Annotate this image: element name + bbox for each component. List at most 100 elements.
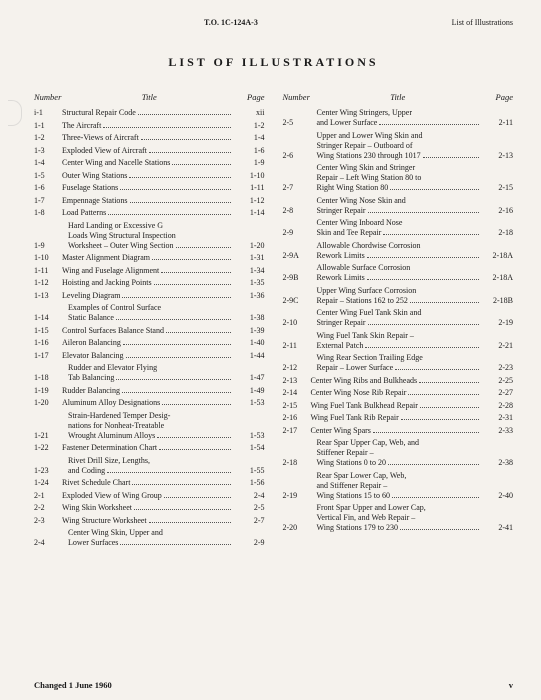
toc-entry: 1-2Three-Views of Aircraft1-4	[34, 133, 265, 143]
toc-entry: 1-20Aluminum Alloy Designations1-53	[34, 398, 265, 408]
entry-number: 1-13	[34, 291, 62, 301]
entry-title: Wing Rear Section Trailing EdgeRepair – …	[311, 353, 482, 373]
toc-entry: 2-3Wing Structure Worksheet2-7	[34, 516, 265, 526]
entry-page: 1-36	[233, 291, 265, 301]
entry-page: 2-38	[481, 458, 513, 468]
header-title: Title	[315, 92, 482, 102]
entry-page: xii	[233, 108, 265, 118]
entry-number: 1-7	[34, 196, 62, 206]
entry-title: Wing Structure Worksheet	[62, 516, 233, 526]
entry-page: 1-44	[233, 351, 265, 361]
entry-title: Upper and Lower Wing Skin andStringer Re…	[311, 131, 482, 161]
entry-page: 1-53	[233, 398, 265, 408]
entry-number: 1-6	[34, 183, 62, 193]
entry-number: 2-5	[283, 118, 311, 128]
toc-entry: 2-13Center Wing Ribs and Bulkheads2-25	[283, 376, 514, 386]
toc-entry: 1-14Examples of Control SurfaceStatic Ba…	[34, 303, 265, 323]
toc-entry: 2-14Center Wing Nose Rib Repair2-27	[283, 388, 514, 398]
entry-number: 2-15	[283, 401, 311, 411]
changed-date: Changed 1 June 1960	[34, 680, 112, 690]
entry-title: Wing Fuel Tank Bulkhead Repair	[311, 401, 482, 411]
entry-number: 2-3	[34, 516, 62, 526]
entry-page: 2-18A	[481, 251, 513, 261]
entry-number: 2-13	[283, 376, 311, 386]
entry-title: Center Wing Stringers, Upperand Lower Su…	[311, 108, 482, 128]
toc-entry: 2-9Center Wing Inboard NoseSkin and Tee …	[283, 218, 514, 238]
entry-number: 1-11	[34, 266, 62, 276]
entry-title: Wing Fuel Tank Skin Repair –External Pat…	[311, 331, 482, 351]
entry-number: 1-23	[34, 466, 62, 476]
entry-title: Wing Skin Worksheet	[62, 503, 233, 513]
toc-entry: 1-3Exploded View of Aircraft1-6	[34, 146, 265, 156]
toc-entry: 1-1The Aircraft1-2	[34, 121, 265, 131]
toc-entry: 2-5Center Wing Stringers, Upperand Lower…	[283, 108, 514, 128]
entry-title: Elevator Balancing	[62, 351, 233, 361]
toc-entry: 1-22Fastener Determination Chart1-54	[34, 443, 265, 453]
entry-page: 2-13	[481, 151, 513, 161]
entry-number: 2-12	[283, 363, 311, 373]
toc-entry: 1-18Rudder and Elevator FlyingTab Balanc…	[34, 363, 265, 383]
entry-number: 1-20	[34, 398, 62, 408]
entry-page: 2-21	[481, 341, 513, 351]
entry-number: 2-9C	[283, 296, 311, 306]
illustrations-columns: Number Title Page i-1Structural Repair C…	[34, 92, 513, 551]
toc-entry: 1-23Rivet Drill Size, Lengths,and Coding…	[34, 456, 265, 476]
entry-number: 1-8	[34, 208, 62, 218]
header-title: Title	[66, 92, 233, 102]
entry-title: Front Spar Upper and Lower Cap,Vertical …	[311, 503, 482, 533]
toc-entry: 2-19Rear Spar Lower Cap, Web,and Stiffen…	[283, 471, 514, 501]
entry-page: 1-11	[233, 183, 265, 193]
toc-entry: 1-11Wing and Fuselage Alignment1-34	[34, 266, 265, 276]
left-column: Number Title Page i-1Structural Repair C…	[34, 92, 265, 551]
toc-entry: 2-2Wing Skin Worksheet2-5	[34, 503, 265, 513]
entry-page: 2-9	[233, 538, 265, 548]
toc-entry: 2-12Wing Rear Section Trailing EdgeRepai…	[283, 353, 514, 373]
entry-title: Center Wing Skin and StringerRepair – Le…	[311, 163, 482, 193]
entry-number: 1-17	[34, 351, 62, 361]
entry-number: 2-9	[283, 228, 311, 238]
entry-page: 1-47	[233, 373, 265, 383]
entry-number: 2-10	[283, 318, 311, 328]
entry-number: 1-19	[34, 386, 62, 396]
entry-number: 1-18	[34, 373, 62, 383]
entry-title: Hoisting and Jacking Points	[62, 278, 233, 288]
toc-entry: 1-17Elevator Balancing1-44	[34, 351, 265, 361]
entry-page: 2-16	[481, 206, 513, 216]
toc-entry: 1-24Rivet Schedule Chart1-56	[34, 478, 265, 488]
entry-page: 2-41	[481, 523, 513, 533]
entry-title: Rivet Drill Size, Lengths,and Coding	[62, 456, 233, 476]
entry-page: 2-7	[233, 516, 265, 526]
column-header: Number Title Page	[34, 92, 265, 102]
entry-page: 1-53	[233, 431, 265, 441]
entry-title: Strain-Hardened Temper Desig-nations for…	[62, 411, 233, 441]
entry-title: Rivet Schedule Chart	[62, 478, 233, 488]
entry-page: 2-40	[481, 491, 513, 501]
entry-title: Allowable Surface CorrosionRework Limits	[311, 263, 482, 283]
page-header: T.O. 1C-124A-3 List of Illustrations	[34, 18, 513, 27]
entry-number: i-1	[34, 108, 62, 118]
entry-number: 1-22	[34, 443, 62, 453]
entry-title: Outer Wing Stations	[62, 171, 233, 181]
entry-title: Hard Landing or Excessive GLoads Wing St…	[62, 221, 233, 251]
toc-entry: 2-15Wing Fuel Tank Bulkhead Repair2-28	[283, 401, 514, 411]
entry-page: 1-14	[233, 208, 265, 218]
binder-hole-mark	[8, 100, 22, 126]
entry-page: 1-2	[233, 121, 265, 131]
page-number: v	[509, 680, 513, 690]
entry-page: 1-6	[233, 146, 265, 156]
header-section-label: List of Illustrations	[452, 18, 513, 27]
toc-entry: 1-10Master Alignment Diagram1-31	[34, 253, 265, 263]
header-page: Page	[481, 92, 513, 102]
entry-number: 2-9A	[283, 251, 311, 261]
toc-entry: 2-9AAllowable Chordwise CorrosionRework …	[283, 241, 514, 261]
entry-page: 1-54	[233, 443, 265, 453]
entry-title: Rudder Balancing	[62, 386, 233, 396]
entry-number: 2-14	[283, 388, 311, 398]
entry-page: 1-39	[233, 326, 265, 336]
entry-page: 2-19	[481, 318, 513, 328]
toc-entry: i-1Structural Repair Codexii	[34, 108, 265, 118]
entry-number: 2-2	[34, 503, 62, 513]
entry-page: 1-34	[233, 266, 265, 276]
page-footer: Changed 1 June 1960 v	[34, 680, 513, 690]
entry-title: Center Wing Skin, Upper andLower Surface…	[62, 528, 233, 548]
